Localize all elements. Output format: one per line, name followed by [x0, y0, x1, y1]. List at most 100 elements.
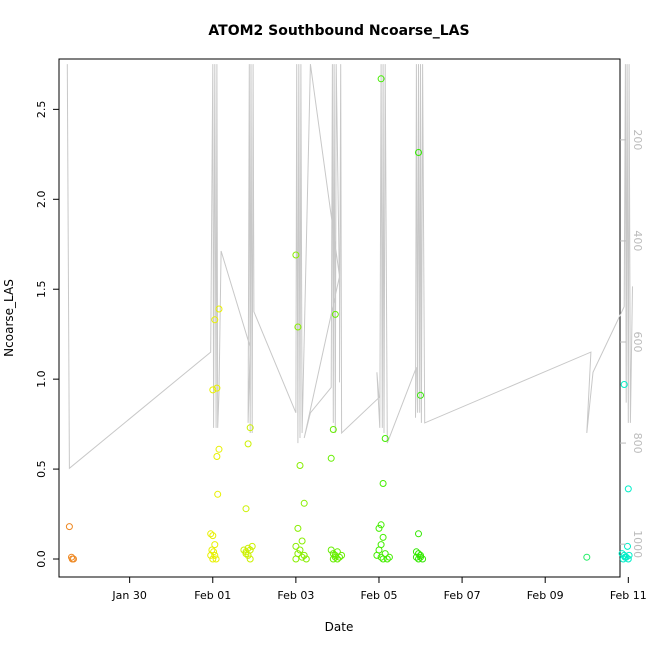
- data-point: [242, 550, 250, 558]
- data-point: [211, 316, 219, 324]
- data-point: [209, 555, 217, 563]
- data-point: [207, 530, 215, 538]
- data-point: [379, 533, 387, 541]
- data-point: [292, 251, 300, 259]
- pressure-trace-line: [66, 64, 633, 470]
- y-tick-label: 1.0: [35, 370, 48, 388]
- data-point: [298, 537, 306, 545]
- data-point: [213, 453, 221, 460]
- data-point: [70, 555, 77, 563]
- data-point: [415, 550, 422, 558]
- data-point: [377, 553, 385, 561]
- data-point: [415, 555, 422, 563]
- right-tick-label: 200: [631, 129, 644, 150]
- x-tick-label: Feb 09: [527, 589, 564, 602]
- x-axis: Jan 30 Feb 01 Feb 03 Feb 05 Feb 07 Feb 09 Feb …: [111, 576, 647, 602]
- data-point: [209, 532, 217, 540]
- data-point: [292, 555, 300, 563]
- right-axis: 200 400 600 800 1000: [620, 129, 644, 558]
- right-tick-label: 600: [631, 332, 644, 353]
- data-point: [379, 555, 387, 563]
- data-point: [302, 555, 310, 563]
- data-point: [244, 440, 252, 448]
- data-point: [294, 323, 302, 331]
- x-tick-label: Feb 05: [360, 589, 397, 602]
- data-point: [412, 553, 420, 561]
- data-point: [209, 386, 217, 394]
- data-point: [65, 523, 73, 531]
- data-point: [331, 553, 339, 561]
- data-point: [213, 384, 221, 392]
- data-point: [415, 149, 422, 156]
- data-point: [412, 548, 420, 556]
- data-point: [625, 551, 633, 559]
- y-tick-label: 0.0: [35, 550, 48, 568]
- data-point: [417, 391, 424, 399]
- data-point: [331, 310, 339, 318]
- data-point: [300, 499, 308, 507]
- y-tick-label: 2.5: [35, 101, 48, 119]
- data-point: [294, 524, 302, 532]
- data-point: [375, 524, 383, 532]
- data-point: [621, 553, 629, 561]
- data-point: [215, 445, 223, 453]
- data-point: [327, 454, 335, 462]
- data-point: [624, 542, 631, 550]
- data-point: [385, 553, 393, 561]
- data-points-layer: [65, 75, 633, 563]
- data-point: [620, 381, 628, 388]
- x-tick-label: Feb 07: [444, 589, 481, 602]
- data-point: [300, 551, 308, 559]
- data-point: [246, 424, 254, 432]
- right-tick-label: 1000: [631, 530, 644, 558]
- data-point: [329, 555, 337, 563]
- data-point: [248, 542, 256, 550]
- data-point: [624, 555, 632, 563]
- data-point: [211, 551, 219, 559]
- data-point: [336, 553, 343, 561]
- data-point: [619, 555, 627, 563]
- data-point: [244, 551, 252, 559]
- data-point: [377, 75, 385, 83]
- data-point: [211, 541, 219, 549]
- data-point: [329, 550, 337, 558]
- right-tick-label: 800: [631, 433, 644, 454]
- y-tick-label: 0.5: [35, 460, 48, 478]
- data-point: [212, 555, 220, 563]
- data-point: [373, 551, 381, 559]
- data-point: [296, 462, 304, 469]
- data-point: [383, 555, 391, 563]
- pressure-trace-layer: [66, 64, 633, 470]
- y-tick-label: 1.5: [35, 280, 48, 298]
- x-tick-label: Feb 01: [194, 589, 231, 602]
- data-point: [338, 551, 346, 559]
- y-axis-label: Ncoarse_LAS: [2, 279, 16, 357]
- data-point: [327, 546, 335, 554]
- data-point: [381, 435, 389, 442]
- right-tick-label: 400: [631, 230, 644, 251]
- data-point: [214, 490, 222, 498]
- data-point: [419, 555, 427, 563]
- x-tick-label: Feb 03: [277, 589, 314, 602]
- data-point: [377, 521, 385, 529]
- data-point: [242, 505, 250, 513]
- data-point: [296, 546, 304, 554]
- data-point: [379, 480, 387, 487]
- data-point: [207, 551, 215, 559]
- data-point: [333, 555, 341, 563]
- chart-title: ATOM2 Southbound Ncoarse_LAS: [208, 23, 469, 39]
- y-axis: 0.0 0.5 1.0 1.5 2.0 2.5: [35, 101, 59, 568]
- data-point: [292, 542, 300, 550]
- x-tick-label: Feb 11: [610, 589, 647, 602]
- data-point: [215, 305, 223, 313]
- data-point: [246, 555, 254, 563]
- x-axis-label: Date: [325, 620, 354, 634]
- data-point: [415, 530, 422, 538]
- x-tick-label: Jan 30: [111, 589, 146, 602]
- data-point: [298, 553, 306, 561]
- data-point: [417, 553, 424, 561]
- y-tick-label: 2.0: [35, 191, 48, 209]
- data-point: [624, 485, 632, 493]
- data-point: [583, 553, 591, 561]
